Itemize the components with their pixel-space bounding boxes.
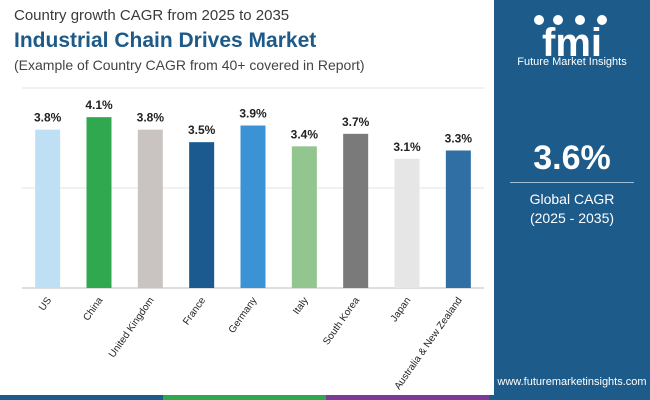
- footer-strip-3: [326, 395, 489, 400]
- bar-value-label: 3.8%: [34, 111, 62, 125]
- bar-japan: [394, 158, 420, 288]
- logo-caption: Future Market Insights: [517, 56, 627, 68]
- footer-strip-1: [0, 395, 163, 400]
- sidebar-panel: fmi Future Market Insights 3.6% Global C…: [494, 0, 650, 400]
- logo-dot-icon: [575, 15, 585, 25]
- header: Country growth CAGR from 2025 to 2035 In…: [14, 6, 484, 74]
- bar-south-korea: [343, 133, 369, 288]
- bar-value-label: 3.8%: [137, 111, 165, 125]
- bar-value-label: 3.4%: [291, 127, 319, 141]
- footer-strip-2: [163, 395, 326, 400]
- bar-australia-new-zealand: [445, 150, 471, 288]
- bar-value-label: 3.1%: [393, 140, 421, 154]
- bar-united-kingdom: [137, 129, 163, 288]
- bar-value-label: 3.3%: [445, 132, 473, 146]
- chart-note: (Example of Country CAGR from 40+ covere…: [14, 57, 365, 73]
- x-tick-label: Japan: [389, 295, 414, 324]
- x-tick-label: France: [181, 295, 208, 327]
- chart-title: Industrial Chain Drives Market: [14, 29, 317, 52]
- bar-china: [86, 117, 112, 289]
- logo-dot-icon: [597, 15, 607, 25]
- global-cagr-value: 3.6%: [533, 139, 611, 177]
- global-cagr-label: Global CAGR: [529, 191, 615, 207]
- bar-value-label: 4.1%: [85, 98, 113, 112]
- website-link[interactable]: www.futuremarketinsights.com: [497, 376, 647, 388]
- bar-chart: 3.8% US 4.1% China 3.8% United Kingdom 3.5% Fra…: [22, 87, 484, 392]
- footer-strip-4: [489, 395, 650, 400]
- x-tick-label: United Kingdom: [107, 295, 157, 360]
- x-tick-label: Germany: [227, 295, 260, 335]
- kpi-divider: [510, 182, 634, 183]
- fmi-logo: fmi: [534, 15, 607, 65]
- logo-dot-icon: [534, 15, 544, 25]
- bar-us: [35, 129, 61, 288]
- x-tick-label: China: [81, 295, 105, 323]
- logo-dot-icon: [553, 15, 563, 25]
- bar-germany: [240, 125, 266, 288]
- x-tick-label: South Korea: [321, 295, 362, 347]
- global-cagr-period: (2025 - 2035): [529, 210, 615, 226]
- x-tick-label: Italy: [291, 295, 311, 316]
- x-tick-label: US: [37, 295, 54, 313]
- chart-subtitle: Country growth CAGR from 2025 to 2035: [14, 7, 290, 24]
- bar-value-label: 3.5%: [188, 123, 216, 137]
- logo-wordmark: fmi: [542, 21, 602, 65]
- bar-value-label: 3.7%: [342, 115, 370, 129]
- bar-italy: [291, 146, 317, 288]
- bar-france: [189, 142, 215, 288]
- bar-value-label: 3.9%: [239, 107, 267, 121]
